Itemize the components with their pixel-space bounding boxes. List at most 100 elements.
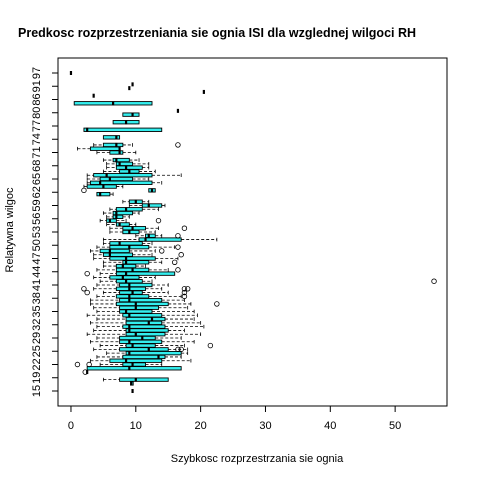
box-iqr bbox=[138, 237, 182, 242]
y-tick-label: 65 bbox=[31, 173, 43, 185]
box-iqr bbox=[102, 135, 121, 140]
box-rh-86 bbox=[112, 120, 140, 125]
box-iqr bbox=[125, 316, 166, 322]
box-rh-88 bbox=[122, 112, 140, 117]
outlier-point bbox=[81, 286, 87, 292]
y-tick-label: 74 bbox=[31, 133, 43, 145]
outlier-point bbox=[175, 244, 181, 250]
box-rh-25 bbox=[106, 350, 189, 356]
outlier-point bbox=[175, 142, 181, 148]
box-rh-82 bbox=[102, 135, 121, 140]
box-rh-22 bbox=[74, 361, 163, 368]
box-iqr bbox=[115, 279, 143, 284]
box-iqr bbox=[109, 275, 140, 280]
outlier-point bbox=[178, 252, 184, 258]
box-iqr bbox=[119, 282, 153, 288]
box-rh-91 bbox=[73, 101, 153, 106]
y-tick-label: 62 bbox=[31, 186, 43, 198]
box-iqr bbox=[86, 184, 117, 189]
y-tick-label: 77 bbox=[31, 120, 43, 132]
box-iqr bbox=[119, 309, 153, 314]
y-tick-label: 38 bbox=[31, 292, 43, 304]
box-rh-44 bbox=[99, 278, 437, 284]
box-rh-73 bbox=[102, 169, 156, 174]
y-tick-label: 97 bbox=[31, 67, 43, 79]
outlier-point bbox=[431, 278, 437, 284]
x-axis-label: Szybkosc rozprzestrzania sie ognia bbox=[171, 453, 344, 465]
box-rh-58 bbox=[109, 225, 188, 231]
box-rh-30 bbox=[86, 332, 202, 337]
outlier-point bbox=[175, 267, 181, 273]
box-rh-47 bbox=[96, 267, 181, 273]
x-tick-label: 0 bbox=[68, 420, 74, 432]
box-rh-67 bbox=[96, 191, 114, 197]
box-rh-56 bbox=[135, 233, 181, 239]
box-rh-20 bbox=[82, 369, 89, 375]
box-iqr bbox=[125, 328, 169, 333]
box-rh-34 bbox=[96, 316, 195, 322]
box-iqr bbox=[122, 362, 146, 367]
box-rh-29 bbox=[96, 335, 182, 341]
y-tick-label: 47 bbox=[31, 252, 43, 264]
box-rh-27 bbox=[99, 342, 214, 349]
box-rh-65 bbox=[122, 199, 150, 204]
box-rh-35 bbox=[86, 313, 198, 318]
y-tick-label: 80 bbox=[31, 107, 43, 119]
box-iqr bbox=[102, 252, 134, 257]
outlier-point bbox=[181, 289, 188, 296]
box-rh-37 bbox=[93, 305, 189, 310]
outlier-point bbox=[74, 361, 81, 368]
y-tick-label: 22 bbox=[31, 358, 43, 370]
outlier-point bbox=[178, 346, 184, 353]
y-tick-label: 56 bbox=[31, 213, 43, 225]
outlier-point bbox=[175, 233, 181, 239]
box-iqr bbox=[109, 241, 143, 246]
box-rh-41 bbox=[84, 289, 188, 296]
box-rh-42 bbox=[81, 286, 191, 292]
box-iqr bbox=[93, 173, 153, 178]
box-iqr bbox=[119, 335, 156, 341]
box-rh-39 bbox=[90, 297, 185, 303]
box-iqr bbox=[119, 339, 163, 344]
outlier-point bbox=[184, 286, 191, 292]
outlier-point bbox=[181, 225, 188, 231]
box-iqr bbox=[109, 358, 163, 363]
outlier-point bbox=[81, 187, 87, 194]
box-rh-43 bbox=[96, 282, 169, 288]
box-iqr bbox=[115, 294, 150, 299]
box-iqr bbox=[125, 350, 182, 356]
box-iqr bbox=[119, 305, 159, 310]
y-tick-label: 59 bbox=[31, 199, 43, 211]
box-iqr bbox=[112, 214, 124, 220]
box-iqr bbox=[122, 226, 146, 231]
x-tick-label: 20 bbox=[195, 420, 207, 432]
box-rh-63 bbox=[109, 207, 159, 212]
box-iqr bbox=[115, 165, 143, 170]
box-rh-61 bbox=[106, 214, 130, 220]
box-iqr bbox=[119, 297, 163, 303]
box-rh-74 bbox=[106, 165, 150, 170]
box-rh-50 bbox=[93, 256, 179, 261]
y-tick-label: 53 bbox=[31, 226, 43, 238]
box-rh-40 bbox=[96, 293, 188, 300]
y-tick-label: 32 bbox=[31, 319, 43, 331]
box-iqr bbox=[112, 157, 130, 163]
y-tick-label: 50 bbox=[31, 239, 43, 251]
outlier-point bbox=[214, 301, 220, 307]
box-rh-17 bbox=[130, 381, 134, 386]
box-iqr bbox=[125, 320, 163, 326]
outlier-point bbox=[86, 361, 92, 368]
box-iqr bbox=[122, 229, 140, 235]
x-tick-label: 50 bbox=[389, 420, 401, 432]
box-rh-23 bbox=[90, 358, 192, 363]
box-rh-45 bbox=[93, 275, 156, 280]
box-rh-21 bbox=[86, 366, 182, 371]
y-tick-label: 44 bbox=[31, 266, 43, 278]
outlier-point bbox=[181, 293, 188, 300]
box-iqr bbox=[115, 207, 143, 212]
box-rh-26 bbox=[93, 346, 189, 353]
box-rh-79 bbox=[77, 146, 121, 151]
box-rh-75 bbox=[106, 161, 150, 167]
